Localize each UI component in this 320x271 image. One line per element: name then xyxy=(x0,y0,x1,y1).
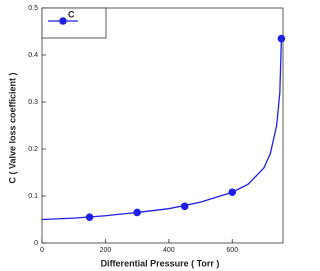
curve xyxy=(41,38,283,221)
y-tick-label: 0.4 xyxy=(28,52,38,59)
legend-box xyxy=(41,7,107,39)
y-tick-label: 0.3 xyxy=(28,99,38,106)
x-axis-title: Differential Pressure ( Torr ) xyxy=(101,258,220,268)
x-tick-label: 0 xyxy=(40,247,44,254)
y-tick-label: 0.2 xyxy=(28,146,38,153)
y-tick-label: 0 xyxy=(34,240,38,247)
plot-frame xyxy=(41,7,284,244)
x-tick-label: 600 xyxy=(226,247,238,254)
marker xyxy=(277,34,286,43)
marker xyxy=(180,202,189,211)
marker xyxy=(85,213,94,221)
x-tick-label: 400 xyxy=(163,247,175,254)
x-tick-label: 200 xyxy=(100,247,112,254)
legend-marker xyxy=(59,17,67,25)
chart: Differential Pressure ( Torr ) C ( Valve… xyxy=(7,5,286,268)
y-tick-label: 0.5 xyxy=(28,5,38,12)
legend-label: C xyxy=(68,9,75,19)
y-tick-label: 0.1 xyxy=(28,193,38,200)
marker xyxy=(133,208,141,217)
y-axis-title: C ( Valve loss coefficient ) xyxy=(7,72,17,183)
marker xyxy=(228,188,237,197)
